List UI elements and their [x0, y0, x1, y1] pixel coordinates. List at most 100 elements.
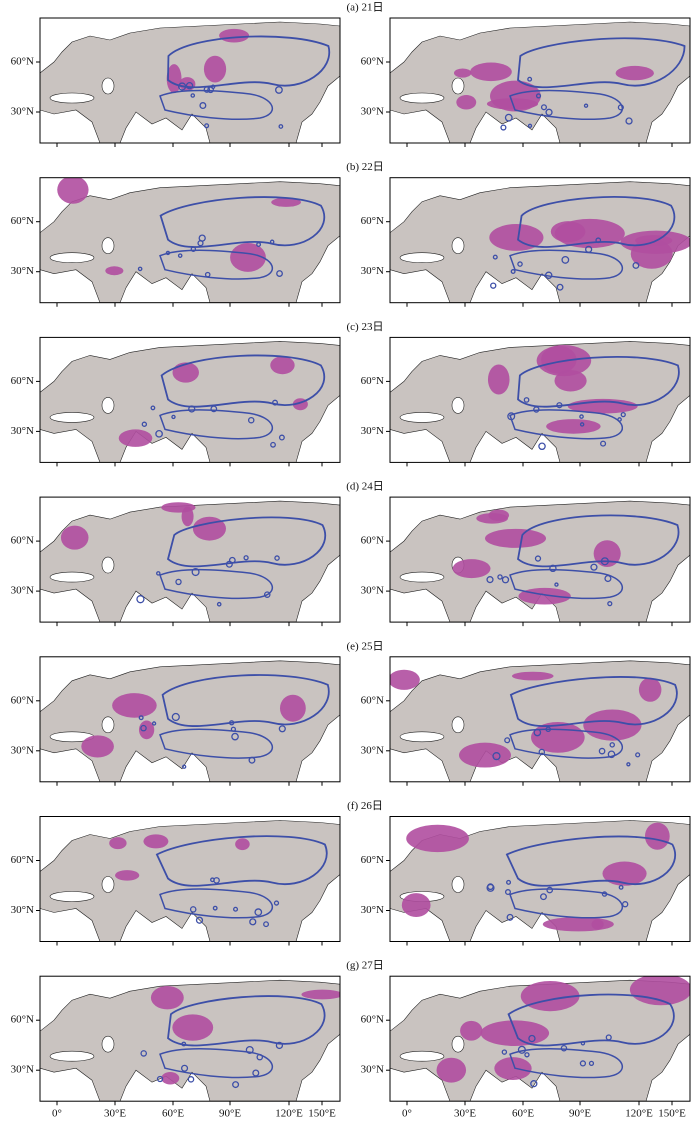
lat-label: 30°N [361, 744, 384, 756]
pink-area [554, 370, 587, 392]
pink-area [81, 735, 114, 758]
pink-area [118, 429, 153, 447]
contour-dot [527, 123, 533, 128]
contour-dot [248, 756, 256, 764]
contour-dot [141, 421, 148, 427]
contour-dot [245, 1045, 254, 1054]
contour-dot [523, 397, 530, 403]
contour-dot [510, 269, 516, 275]
contour-dot [256, 242, 262, 248]
contour-dot [276, 270, 283, 277]
map-body [390, 820, 690, 942]
contour-dot [632, 261, 640, 269]
contour-dot [136, 595, 145, 604]
contour-dot [517, 1045, 526, 1054]
lat-label: 60°N [11, 215, 34, 227]
contour-dot [181, 1041, 187, 1047]
contour-dot [506, 913, 514, 921]
lat-label: 60°N [361, 854, 384, 866]
lat-label: 30°N [361, 425, 384, 437]
panel-title: (c) 23日 [347, 321, 384, 333]
contour-dot [175, 578, 182, 586]
lat-label: 30°N [11, 744, 34, 756]
contour-dot [278, 124, 284, 129]
contour [509, 568, 623, 600]
contour-dot [269, 239, 275, 245]
contour-dot [580, 1041, 586, 1046]
pink-area [235, 838, 250, 851]
contour-dot [622, 901, 629, 908]
contour-dot [212, 905, 218, 911]
pink-area [453, 68, 472, 78]
contour-dot [199, 102, 207, 110]
contour-dot [590, 563, 598, 571]
contour-dot [272, 399, 278, 406]
contour-dot [187, 1076, 195, 1083]
contour-dot [274, 555, 280, 561]
panel-title: (d) 24日 [346, 481, 384, 493]
contour-dot [595, 237, 602, 244]
contour-dot [506, 879, 512, 885]
contour-dot [137, 266, 143, 272]
contour-dot [546, 886, 554, 894]
map-body [40, 660, 340, 782]
lat-label: 60°N [361, 1014, 384, 1026]
contour-dot [617, 104, 624, 111]
contour-dot [256, 1053, 264, 1061]
contour-dot [178, 82, 187, 91]
contour-dot [585, 245, 593, 253]
pink-area [638, 677, 662, 702]
pink-area [219, 28, 250, 43]
contour-dot [605, 1034, 612, 1041]
lon-label: 60°E [512, 1108, 534, 1120]
contour [159, 728, 273, 759]
pink-area [112, 693, 157, 718]
contour-dot [273, 900, 280, 906]
contour-dot [544, 271, 553, 279]
contour-dot [156, 571, 161, 576]
contour-dot [540, 893, 547, 901]
contour-dot [533, 406, 540, 413]
contour-dot [188, 405, 196, 413]
contour-dot [604, 574, 612, 583]
contour-dot [561, 255, 570, 264]
sea [101, 237, 115, 254]
contour-dot [501, 576, 510, 584]
contour-dot [588, 1060, 595, 1066]
pink-area [629, 976, 690, 1006]
map-frame [389, 17, 691, 144]
contour [159, 409, 273, 440]
contour-dot [140, 724, 147, 732]
pink-area [452, 559, 491, 579]
map-frame [39, 816, 341, 942]
contour-dot [204, 123, 210, 129]
contour [509, 409, 623, 440]
sea [49, 1050, 95, 1062]
pink-area [230, 243, 266, 272]
contour [517, 355, 680, 408]
map: 60°N 30°N [361, 816, 691, 946]
contour-dot [171, 414, 176, 420]
contour [160, 354, 326, 408]
lat-label: 60°N [11, 854, 34, 866]
contour-dot [626, 762, 631, 767]
contour-dot [270, 441, 276, 448]
contour-dot [231, 732, 239, 741]
pink-area [644, 822, 670, 850]
pink-area [485, 528, 547, 548]
contour-dot [545, 726, 551, 733]
map: 60°N 30°N [11, 816, 341, 946]
pink-area [546, 419, 601, 434]
contour-dot [263, 591, 271, 598]
contour-dot [155, 429, 163, 438]
contour-dot [492, 254, 498, 260]
panel-title: (a) 21日 [347, 2, 384, 14]
pink-area [390, 669, 420, 690]
pink-area [541, 345, 577, 374]
sea [49, 252, 95, 263]
map: 60°N 30°N 0° 30°E 60°E 90°E 120°E 150°E [361, 975, 691, 1120]
pink-area [518, 587, 571, 605]
lon-label: 0° [402, 1108, 412, 1120]
sea [451, 397, 465, 414]
contour-dot [486, 576, 494, 584]
